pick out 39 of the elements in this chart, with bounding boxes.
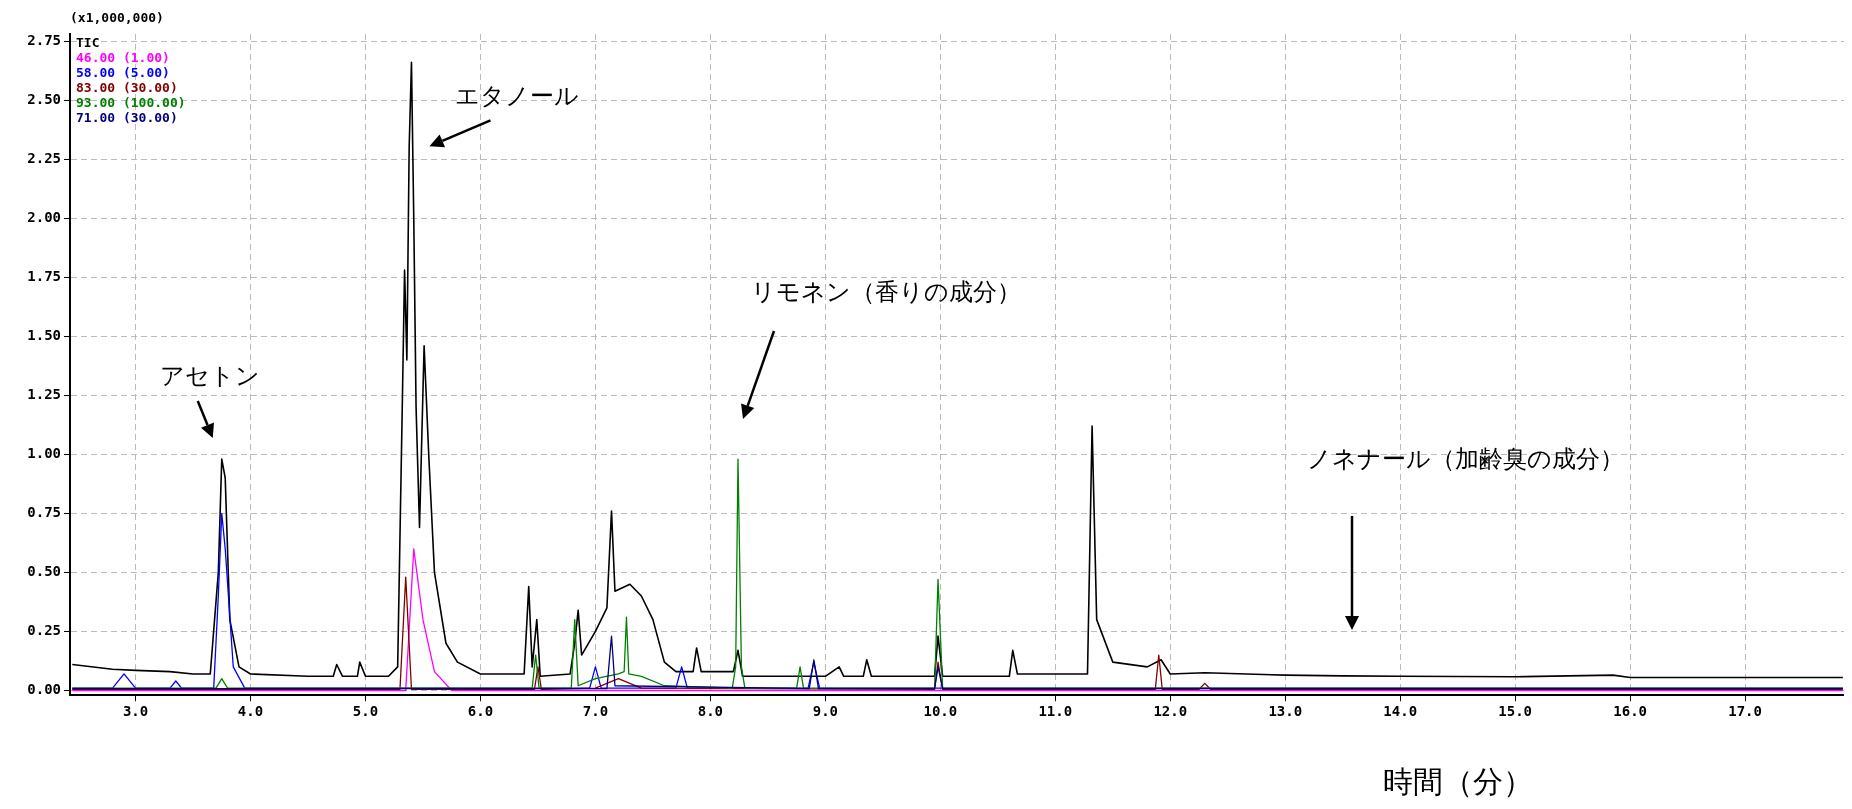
annotation: エタノール (455, 81, 580, 109)
x-tick-label: 3.0 (122, 703, 149, 720)
annotation: リモネン（香りの成分） (751, 277, 1021, 305)
x-tick-label: 8.0 (697, 703, 724, 720)
y-tick-label: 0.00 (27, 681, 61, 698)
x-tick-label: 5.0 (352, 703, 379, 720)
y-tick-label: 2.00 (27, 208, 61, 225)
x-tick-label: 11.0 (1038, 703, 1073, 720)
text: 46.00 (1.00) (76, 49, 170, 65)
x-tick-label: 13.0 (1268, 703, 1303, 720)
x-axis-title: 時間（分） (1382, 764, 1534, 800)
y-tick-label: 2.50 (27, 90, 61, 107)
x-tick-label: 16.0 (1613, 703, 1648, 720)
y-axis-title: (x1,000,000) (70, 10, 164, 25)
y-tick-label: 1.75 (27, 267, 61, 284)
x-tick-label: 9.0 (812, 703, 839, 720)
x-tick-label: 14.0 (1383, 703, 1418, 720)
y-tick-label: 1.00 (27, 444, 61, 461)
y-tick-label: 0.75 (27, 504, 61, 521)
y-tick-label: 1.25 (27, 385, 61, 402)
x-tick-label: 10.0 (923, 703, 958, 720)
text: 83.00 (30.00) (76, 79, 178, 95)
annotation: アセトン (159, 361, 260, 389)
text: 58.00 (5.00) (76, 64, 170, 80)
x-tick-label: 4.0 (237, 703, 264, 720)
x-tick-label: 6.0 (467, 703, 494, 720)
text: 93.00 (100.00) (76, 94, 186, 110)
y-tick-label: 1.50 (27, 326, 61, 343)
x-tick-label: 12.0 (1153, 703, 1188, 720)
x-tick-label: 17.0 (1728, 703, 1762, 720)
text: TIC (76, 34, 100, 50)
annotation: ノネナール（加齢臭の成分） (1306, 444, 1624, 472)
text: 71.00 (30.00) (76, 109, 178, 125)
y-tick-label: 0.50 (27, 563, 61, 580)
y-tick-label: 2.75 (27, 31, 61, 48)
x-tick-label: 15.0 (1498, 703, 1533, 720)
y-tick-label: 0.25 (27, 622, 61, 639)
x-tick-label: 7.0 (582, 703, 609, 720)
y-tick-label: 2.25 (27, 149, 61, 166)
